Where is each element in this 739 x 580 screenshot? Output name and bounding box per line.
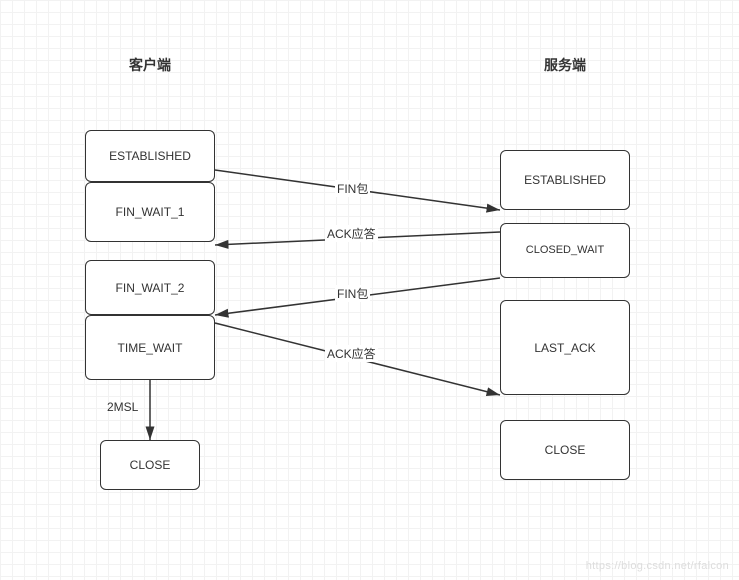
- edge-label-fin2: FIN包: [335, 285, 370, 302]
- node-server-lastack: LAST_ACK: [500, 300, 630, 395]
- watermark: https://blog.csdn.net/rfalcon: [586, 560, 729, 572]
- node-client-close: CLOSE: [100, 440, 200, 490]
- client-heading: 客户端: [90, 55, 210, 75]
- edge-label-ack2: ACK应答: [325, 345, 378, 362]
- edge-label-fin1: FIN包: [335, 180, 370, 197]
- server-heading: 服务端: [505, 55, 625, 75]
- node-server-close: CLOSE: [500, 420, 630, 480]
- node-client-timewait: TIME_WAIT: [85, 315, 215, 380]
- node-server-closedwait: CLOSED_WAIT: [500, 223, 630, 278]
- node-client-finwait1: FIN_WAIT_1: [85, 182, 215, 242]
- node-client-finwait2: FIN_WAIT_2: [85, 260, 215, 315]
- edge-label-2msl: 2MSL: [105, 400, 140, 414]
- node-server-established: ESTABLISHED: [500, 150, 630, 210]
- edge-label-ack1: ACK应答: [325, 225, 378, 242]
- node-client-established: ESTABLISHED: [85, 130, 215, 182]
